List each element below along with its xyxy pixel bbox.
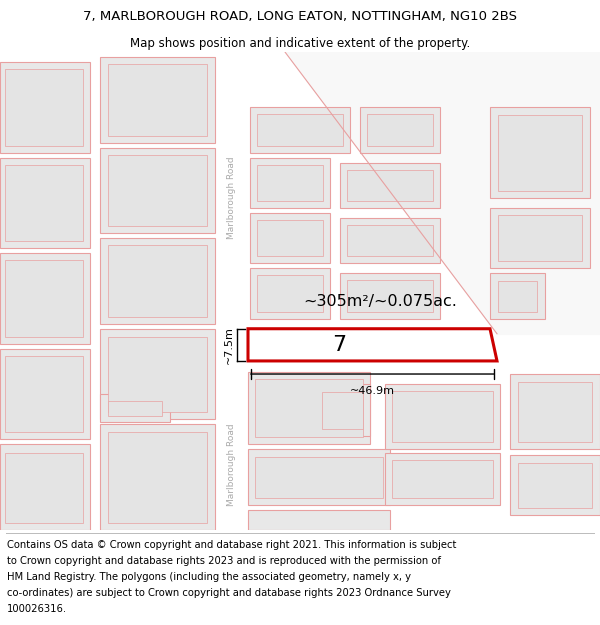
Polygon shape — [285, 52, 600, 334]
Polygon shape — [392, 391, 493, 442]
Polygon shape — [5, 356, 83, 432]
Polygon shape — [498, 116, 582, 191]
Polygon shape — [392, 459, 493, 498]
Polygon shape — [250, 107, 350, 152]
Polygon shape — [385, 384, 500, 449]
Polygon shape — [0, 349, 90, 439]
Polygon shape — [108, 245, 207, 317]
Polygon shape — [347, 225, 433, 256]
Text: ~7.5m: ~7.5m — [224, 326, 234, 364]
Polygon shape — [108, 401, 162, 416]
Polygon shape — [248, 372, 370, 444]
Polygon shape — [5, 452, 83, 523]
Polygon shape — [490, 107, 590, 198]
Polygon shape — [108, 154, 207, 226]
Text: ~46.9m: ~46.9m — [350, 386, 395, 396]
Polygon shape — [100, 57, 215, 142]
Polygon shape — [108, 64, 207, 136]
Polygon shape — [255, 456, 383, 498]
Text: 7: 7 — [332, 335, 346, 355]
Polygon shape — [340, 273, 440, 319]
Polygon shape — [250, 268, 330, 319]
Polygon shape — [250, 213, 330, 263]
Polygon shape — [100, 148, 215, 233]
Polygon shape — [347, 281, 433, 312]
Polygon shape — [5, 165, 83, 241]
Text: Marlborough Road: Marlborough Road — [227, 423, 236, 506]
Polygon shape — [0, 62, 90, 152]
Polygon shape — [385, 452, 500, 505]
Polygon shape — [250, 158, 330, 208]
Polygon shape — [100, 238, 215, 324]
Polygon shape — [490, 273, 545, 319]
Polygon shape — [248, 510, 390, 530]
Polygon shape — [257, 114, 343, 146]
Polygon shape — [213, 334, 250, 530]
Text: to Crown copyright and database rights 2023 and is reproduced with the permissio: to Crown copyright and database rights 2… — [7, 556, 441, 566]
Polygon shape — [0, 253, 90, 344]
Polygon shape — [248, 329, 497, 361]
Polygon shape — [360, 107, 440, 152]
Text: co-ordinates) are subject to Crown copyright and database rights 2023 Ordnance S: co-ordinates) are subject to Crown copyr… — [7, 588, 451, 598]
Polygon shape — [518, 462, 592, 508]
Polygon shape — [100, 394, 170, 422]
Polygon shape — [490, 208, 590, 268]
Polygon shape — [248, 449, 390, 505]
Polygon shape — [257, 165, 323, 201]
Text: HM Land Registry. The polygons (including the associated geometry, namely x, y: HM Land Registry. The polygons (includin… — [7, 572, 411, 582]
Polygon shape — [498, 281, 537, 312]
Polygon shape — [100, 424, 215, 530]
Polygon shape — [340, 162, 440, 208]
Polygon shape — [322, 392, 363, 429]
Polygon shape — [518, 382, 592, 442]
Polygon shape — [0, 444, 90, 530]
Polygon shape — [213, 52, 285, 334]
Polygon shape — [108, 337, 207, 412]
Polygon shape — [510, 374, 600, 449]
Polygon shape — [5, 69, 83, 146]
Text: Map shows position and indicative extent of the property.: Map shows position and indicative extent… — [130, 38, 470, 51]
Text: 100026316.: 100026316. — [7, 604, 67, 614]
Text: 7, MARLBOROUGH ROAD, LONG EATON, NOTTINGHAM, NG10 2BS: 7, MARLBOROUGH ROAD, LONG EATON, NOTTING… — [83, 11, 517, 23]
Polygon shape — [108, 432, 207, 523]
Polygon shape — [255, 379, 363, 438]
Polygon shape — [347, 170, 433, 201]
Polygon shape — [100, 329, 215, 419]
Polygon shape — [510, 454, 600, 515]
Text: Marlborough Road: Marlborough Road — [227, 157, 236, 239]
Polygon shape — [0, 158, 90, 248]
Polygon shape — [5, 260, 83, 337]
Polygon shape — [367, 114, 433, 146]
Text: Contains OS data © Crown copyright and database right 2021. This information is : Contains OS data © Crown copyright and d… — [7, 539, 457, 549]
Polygon shape — [340, 218, 440, 263]
Polygon shape — [257, 276, 323, 312]
Text: ~305m²/~0.075ac.: ~305m²/~0.075ac. — [303, 294, 457, 309]
Polygon shape — [498, 215, 582, 261]
Polygon shape — [315, 384, 370, 436]
Polygon shape — [257, 220, 323, 256]
